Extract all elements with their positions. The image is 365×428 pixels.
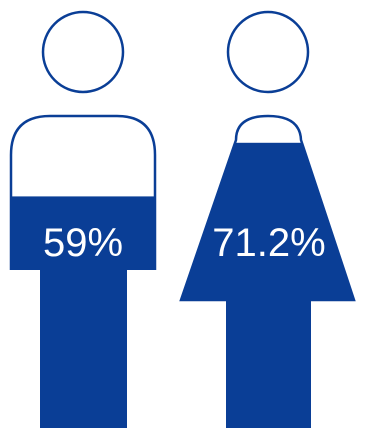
male-torso-outline (9, 114, 157, 270)
female-head (226, 10, 310, 94)
female-percentage-label: 71.2% (212, 221, 325, 265)
male-percentage-label: 59% (43, 221, 123, 265)
female-legs (226, 298, 311, 428)
male-figure-icon: 59% (9, 10, 157, 428)
male-head (41, 10, 125, 94)
male-fill-level (11, 196, 155, 270)
female-dress-outline (179, 114, 356, 302)
female-figure-icon: 71.2% (179, 10, 356, 428)
male-legs (40, 268, 127, 428)
